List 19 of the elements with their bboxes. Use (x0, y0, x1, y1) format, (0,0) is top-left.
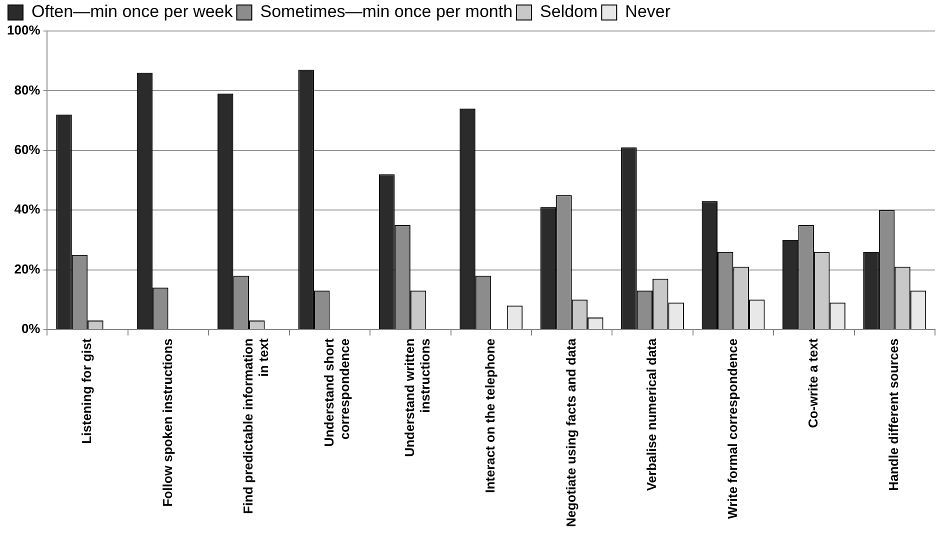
x-tick-label: Co-write a text (806, 338, 821, 428)
x-tick-label: Interact on the telephone (482, 338, 498, 494)
x-tick-label: Negotiate using facts and data (563, 338, 578, 528)
x-tick-label: Write formal correspondence (724, 338, 740, 519)
y-tick-label: 80% (14, 82, 41, 98)
y-tick-label: 40% (14, 202, 41, 217)
x-tick-label: Listening for gist (79, 338, 94, 444)
x-tick-label: Handle different sources (886, 338, 902, 491)
y-tick-label: 20% (14, 261, 41, 276)
x-tick-label: Verbalise numerical data (644, 338, 660, 491)
y-tick-label: 0% (21, 321, 41, 336)
x-tick-label: Find predictable information in text (240, 338, 272, 514)
y-tick-label: 100% (7, 22, 41, 38)
legend-label: Never (625, 2, 671, 22)
x-tick-label: Follow spoken instructions (160, 338, 175, 507)
legend-label: Often—min once per week (32, 2, 234, 22)
legend-label: Sometimes—min once per month (260, 2, 513, 22)
legend-label: Seldom (540, 2, 598, 22)
y-tick-label: 60% (14, 142, 41, 157)
